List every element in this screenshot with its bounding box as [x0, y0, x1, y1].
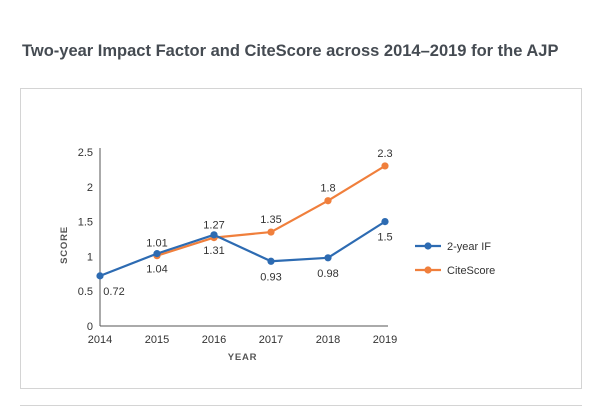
x-tick-label: 2017 — [259, 334, 283, 346]
y-tick-label: 0 — [87, 321, 93, 333]
citescore-point — [381, 162, 389, 170]
2-year-if-data-label: 1.04 — [146, 264, 167, 276]
x-tick-label: 2015 — [145, 334, 169, 346]
2-year-if-point — [153, 250, 161, 258]
2-year-if-point — [267, 257, 275, 265]
citescore-legend-label: CiteScore — [447, 265, 495, 277]
citescore-data-label: 2.3 — [377, 148, 392, 160]
y-tick-label: 0.5 — [78, 286, 93, 298]
tick-labels: 0 0.5 1 1.5 2 2.5 2014 2015 2016 2017 2018 2019 — [78, 147, 398, 346]
2-year-if-point — [210, 231, 218, 239]
bottom-divider — [20, 405, 582, 406]
2-year-if-legend-marker — [424, 242, 432, 250]
citescore-data-label: 1.8 — [320, 183, 335, 195]
x-tick-label: 2019 — [373, 334, 397, 346]
data-labels: 0.72 1.04 1.31 0.93 0.98 1.5 1.01 1.27 1.35 1.8 2.… — [103, 148, 392, 298]
page-title: Two-year Impact Factor and CiteScore acr… — [22, 42, 559, 60]
2-year-if-legend-label: 2-year IF — [447, 241, 491, 253]
x-axis-title: YEAR — [228, 352, 258, 363]
2-year-if-data-label: 1.31 — [203, 245, 224, 257]
chart-frame — [20, 88, 582, 389]
axes — [99, 148, 388, 327]
y-tick-label: 1 — [87, 251, 93, 263]
citescore-point — [267, 228, 275, 236]
series — [96, 162, 389, 280]
citescore-point — [324, 197, 332, 205]
citescore-legend-marker — [424, 266, 432, 274]
2-year-if-data-label: 1.5 — [377, 232, 392, 244]
citescore-data-label: 1.35 — [260, 214, 281, 226]
2-year-if-data-label: 0.98 — [317, 268, 338, 280]
x-tick-label: 2016 — [202, 334, 226, 346]
y-tick-label: 2 — [87, 182, 93, 194]
2-year-if-point — [96, 272, 104, 280]
legend: 2-year IF CiteScore — [415, 241, 495, 277]
2-year-if-point — [381, 218, 389, 226]
x-tick-label: 2018 — [316, 334, 340, 346]
2-year-if-data-label: 0.93 — [260, 271, 281, 283]
2-year-if-line — [99, 220, 386, 277]
y-axis-title: SCORE — [59, 226, 70, 264]
2-year-if-data-label: 0.72 — [103, 286, 124, 298]
2-year-if-point — [324, 254, 332, 262]
x-tick-label: 2014 — [88, 334, 112, 346]
citescore-data-label: 1.01 — [146, 238, 167, 250]
citescore-data-label: 1.27 — [203, 220, 224, 232]
y-tick-label: 1.5 — [78, 217, 93, 229]
y-tick-label: 2.5 — [78, 147, 93, 159]
